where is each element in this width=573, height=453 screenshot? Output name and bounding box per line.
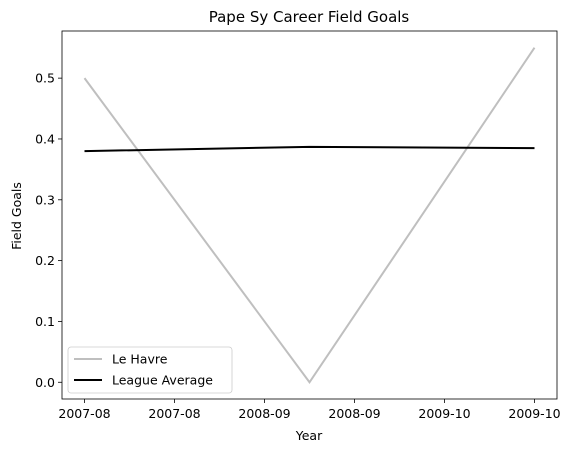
x-axis: 2007-08 2007-08 2008-09 2008-09 2009-10 2009-…: [58, 399, 561, 421]
legend-label: Le Havre: [112, 352, 168, 367]
x-tick-label: 2007-08: [148, 406, 200, 421]
y-tick-label: 0.1: [35, 314, 55, 329]
y-axis: 0.0 0.1 0.2 0.3 0.4 0.5: [35, 71, 62, 390]
series-line-0: [83, 47, 536, 385]
chart-title: Pape Sy Career Field Goals: [209, 8, 410, 26]
y-tick-label: 0.3: [35, 192, 55, 207]
y-tick-label: 0.2: [35, 253, 55, 268]
x-tick-label: 2008-09: [238, 406, 290, 421]
x-axis-label: Year: [295, 428, 323, 443]
x-tick-label: 2007-08: [58, 406, 110, 421]
plot-series: [83, 47, 536, 385]
legend-label: League Average: [112, 373, 213, 388]
x-tick-label: 2009-10: [418, 406, 470, 421]
y-tick-label: 0.5: [35, 71, 55, 86]
x-tick-label: 2009-10: [508, 406, 560, 421]
x-tick-label: 2008-09: [328, 406, 380, 421]
y-axis-label: Field Goals: [9, 182, 24, 250]
legend-box: [67, 346, 233, 394]
y-tick-label: 0.4: [35, 131, 55, 146]
legend: Le Havre League Average: [67, 346, 233, 394]
y-tick-label: 0.0: [35, 375, 55, 390]
plot-frame: [61, 30, 558, 400]
